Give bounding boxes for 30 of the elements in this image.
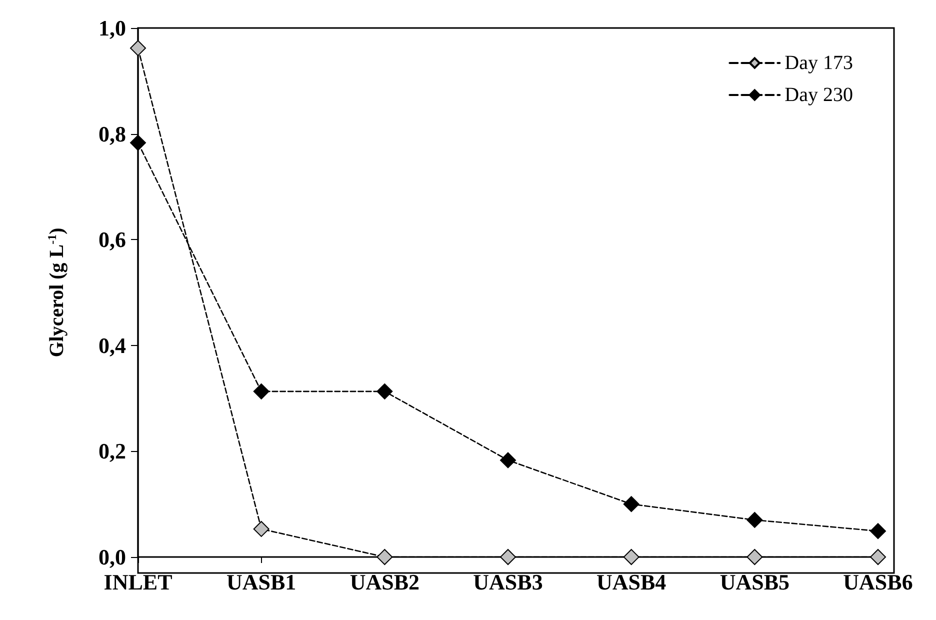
legend-label: Day 230: [784, 84, 854, 106]
point: [376, 383, 393, 400]
point: [130, 40, 146, 56]
x-tick-label: UASB3: [473, 570, 543, 594]
point: [623, 549, 640, 565]
point: [130, 134, 146, 151]
point: [623, 496, 640, 512]
x-tick-label: UASB5: [720, 570, 790, 594]
legend-label: Day 173: [784, 52, 854, 74]
point: [376, 549, 393, 565]
point: [870, 549, 886, 565]
x-tick-label: INLET: [104, 570, 173, 594]
point: [500, 549, 516, 565]
point: [746, 549, 763, 565]
y-tick-label: 0,2: [98, 438, 126, 464]
x-tick-label: UASB2: [350, 570, 420, 594]
point: [253, 520, 270, 537]
point: [253, 383, 270, 400]
y-tick-label: 0,0: [98, 544, 126, 570]
y-tick-label: 0,8: [98, 121, 126, 146]
x-tick-label: UASB6: [843, 570, 913, 594]
y-tick-label: 1,0: [98, 16, 126, 40]
x-tick-label: UASB4: [596, 570, 666, 594]
y-axis-title: Glycerol (g L-1): [45, 228, 68, 358]
point: [500, 452, 516, 468]
y-tick-label: 0,4: [98, 332, 126, 358]
x-tick-label: UASB1: [226, 570, 296, 594]
point: [870, 523, 886, 540]
point: [746, 512, 763, 528]
y-tick-label: 0,6: [98, 227, 126, 252]
